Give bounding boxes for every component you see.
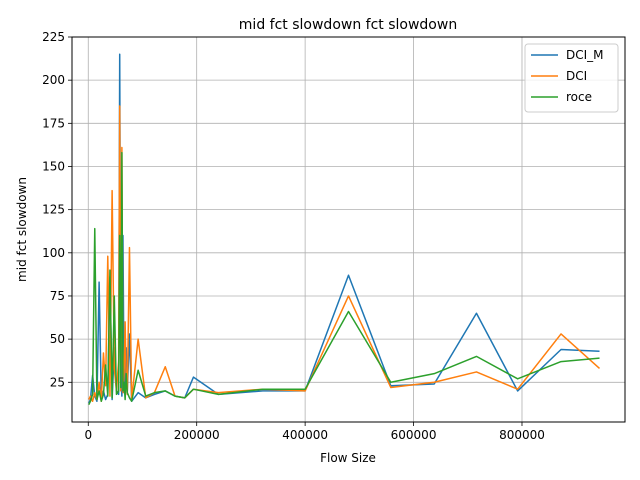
x-tick-label: 600000: [391, 428, 437, 442]
legend-label-dci: DCI: [566, 69, 587, 83]
y-tick-label: 100: [42, 246, 65, 260]
series-lines: [88, 53, 601, 406]
plot-area-frame: [71, 36, 626, 423]
y-axis-ticks: 25 50 75 100 125 150 175 200 225: [42, 30, 72, 389]
legend-label-dci-m: DCI_M: [566, 48, 604, 62]
y-tick-label: 25: [50, 375, 65, 389]
y-tick-label: 225: [42, 30, 65, 44]
y-tick-label: 50: [50, 332, 65, 346]
legend-box: [524, 43, 619, 113]
x-tick-label: 200000: [174, 428, 220, 442]
y-axis-label: mid fct slowdown: [15, 177, 29, 282]
y-tick-label: 125: [42, 203, 65, 217]
x-tick-label: 400000: [282, 428, 328, 442]
x-axis-ticks: 0 200000 400000 600000 800000: [84, 422, 545, 442]
legend-label-roce: roce: [566, 90, 592, 104]
chart-title: mid fct slowdown fct slowdown: [239, 17, 457, 33]
x-tick-label: 800000: [499, 428, 545, 442]
x-axis-label: Flow Size: [320, 451, 376, 465]
y-tick-label: 200: [42, 73, 65, 87]
y-tick-label: 150: [42, 159, 65, 173]
series-line-roce: [88, 151, 600, 406]
y-tick-label: 75: [50, 289, 65, 303]
y-tick-label: 175: [42, 116, 65, 130]
legend: DCI_M DCI roce: [524, 43, 619, 113]
x-tick-label: 0: [84, 428, 92, 442]
